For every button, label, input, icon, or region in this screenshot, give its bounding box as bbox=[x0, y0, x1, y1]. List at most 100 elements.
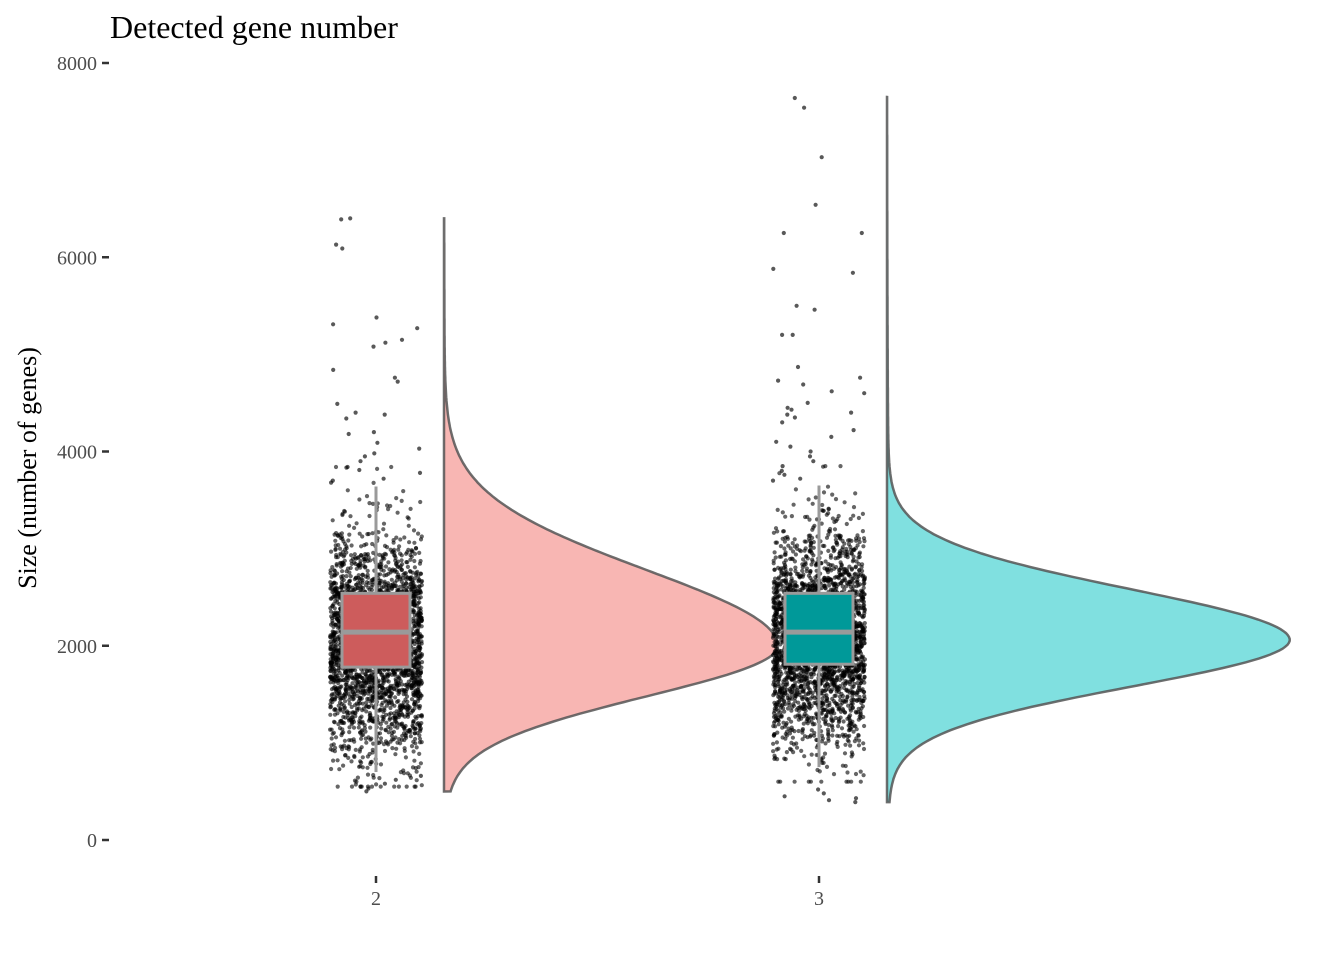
data-point bbox=[419, 721, 424, 726]
data-point bbox=[795, 688, 800, 693]
data-point bbox=[381, 521, 387, 526]
data-point bbox=[371, 741, 376, 746]
data-point bbox=[773, 685, 778, 690]
data-point bbox=[856, 732, 861, 738]
data-point bbox=[850, 691, 856, 696]
data-point bbox=[412, 558, 417, 564]
data-point bbox=[840, 584, 845, 589]
data-point bbox=[365, 772, 371, 777]
data-point bbox=[774, 540, 780, 545]
data-point bbox=[831, 772, 837, 777]
group-2 bbox=[327, 216, 780, 794]
data-point bbox=[356, 679, 361, 685]
data-point bbox=[824, 666, 829, 671]
data-point bbox=[332, 622, 338, 627]
data-point bbox=[338, 585, 343, 590]
data-point bbox=[346, 755, 351, 761]
data-point bbox=[359, 544, 364, 549]
data-point bbox=[356, 701, 361, 707]
data-point bbox=[329, 549, 334, 554]
data-point bbox=[359, 784, 364, 789]
data-point bbox=[411, 594, 416, 599]
data-point bbox=[862, 621, 867, 626]
data-point bbox=[380, 695, 385, 700]
data-point bbox=[771, 558, 776, 563]
data-point bbox=[789, 514, 795, 519]
data-point bbox=[793, 565, 798, 570]
y-tick-label: 4000 bbox=[57, 442, 97, 464]
data-point bbox=[349, 553, 354, 558]
data-point bbox=[820, 502, 825, 508]
data-point bbox=[771, 733, 777, 738]
data-point bbox=[369, 784, 375, 789]
data-point bbox=[772, 567, 777, 572]
data-point bbox=[352, 525, 357, 531]
outlier-point bbox=[335, 401, 340, 406]
data-point bbox=[375, 466, 380, 471]
data-point bbox=[784, 729, 790, 735]
data-point bbox=[791, 750, 796, 755]
data-point bbox=[398, 551, 403, 556]
outlier-point bbox=[417, 470, 423, 475]
data-point bbox=[784, 733, 790, 738]
data-point bbox=[859, 613, 865, 619]
data-point bbox=[811, 540, 816, 545]
data-point bbox=[371, 773, 376, 778]
data-point bbox=[823, 559, 828, 564]
data-point bbox=[367, 686, 372, 691]
data-point bbox=[413, 584, 418, 589]
data-point bbox=[843, 763, 848, 769]
data-point bbox=[413, 766, 418, 771]
data-point bbox=[350, 681, 355, 686]
data-point bbox=[357, 497, 362, 502]
data-point bbox=[354, 566, 359, 571]
data-point bbox=[404, 551, 409, 556]
data-point bbox=[832, 547, 837, 552]
data-point bbox=[857, 550, 863, 555]
data-point bbox=[842, 751, 848, 756]
data-point bbox=[347, 701, 352, 706]
data-point bbox=[798, 549, 804, 554]
data-point bbox=[413, 741, 418, 746]
data-point bbox=[392, 580, 397, 585]
data-point bbox=[796, 571, 801, 577]
data-point bbox=[328, 583, 334, 588]
data-point bbox=[359, 736, 364, 741]
data-point bbox=[837, 718, 842, 723]
data-point bbox=[333, 546, 338, 552]
data-point bbox=[332, 720, 337, 725]
data-point bbox=[792, 537, 797, 542]
data-point bbox=[343, 753, 348, 758]
data-point bbox=[354, 521, 359, 526]
data-point bbox=[774, 740, 780, 745]
data-point bbox=[846, 572, 851, 578]
data-point bbox=[860, 596, 866, 601]
data-point bbox=[356, 725, 361, 730]
data-point bbox=[415, 640, 420, 645]
data-point bbox=[354, 582, 359, 587]
group-3 bbox=[770, 95, 1291, 805]
data-point bbox=[830, 492, 835, 497]
data-point bbox=[826, 528, 832, 534]
data-point bbox=[347, 725, 352, 730]
outlier-point bbox=[382, 781, 387, 786]
data-point bbox=[799, 683, 804, 688]
data-point bbox=[806, 686, 811, 691]
data-point bbox=[836, 690, 842, 695]
data-point bbox=[834, 586, 839, 591]
data-point bbox=[804, 554, 809, 559]
data-point bbox=[399, 558, 404, 563]
data-point bbox=[358, 558, 363, 564]
data-point bbox=[331, 671, 336, 676]
data-point bbox=[376, 708, 382, 713]
data-point bbox=[365, 754, 370, 759]
data-point bbox=[329, 736, 334, 741]
data-point bbox=[351, 588, 357, 593]
data-point bbox=[410, 587, 415, 592]
data-point bbox=[855, 680, 860, 686]
data-point bbox=[366, 718, 371, 723]
density-2 bbox=[442, 217, 780, 793]
data-point bbox=[820, 688, 825, 693]
y-tick-label: 0 bbox=[87, 830, 97, 852]
data-point bbox=[370, 580, 375, 585]
